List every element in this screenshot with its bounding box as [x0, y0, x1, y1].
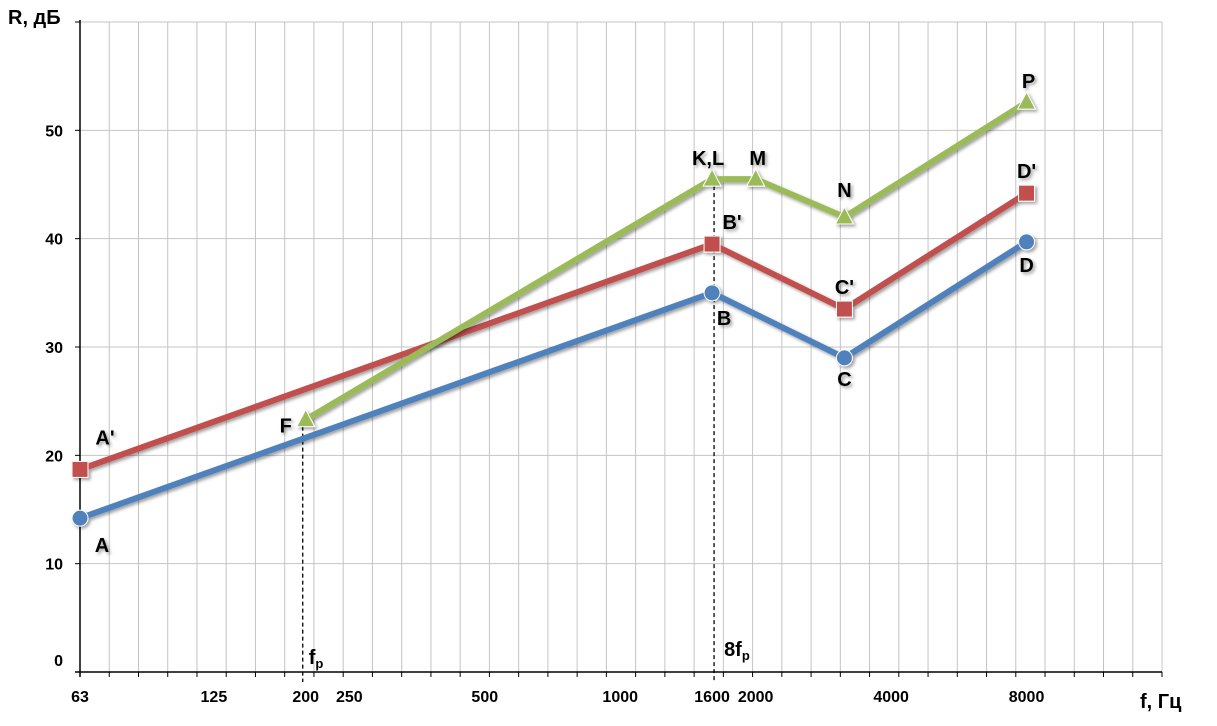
series-line [77, 190, 1030, 473]
frequency-annotation: 8fр [724, 639, 750, 663]
x-tick-label: 2000 [738, 689, 774, 706]
data-point-circle [1018, 233, 1036, 251]
data-point-square [835, 300, 853, 318]
x-tick-label: 125 [201, 689, 228, 706]
data-point-label: K,L [692, 148, 724, 170]
x-tick-label: 1600 [694, 689, 730, 706]
data-point-label: F [280, 416, 292, 438]
data-point-triangle [702, 168, 722, 187]
data-point-triangle [834, 205, 855, 225]
data-point-circle [71, 509, 89, 527]
data-point-square [703, 235, 721, 253]
data-point-circle [703, 284, 721, 302]
data-point-square [71, 460, 89, 478]
x-tick-label: 500 [471, 689, 498, 706]
x-tick-label: 63 [71, 689, 89, 706]
series-1 [71, 233, 1036, 527]
y-tick-label: 30 [45, 340, 63, 357]
data-point-label: M [749, 148, 766, 170]
x-tick-label: 200 [292, 689, 319, 706]
x-tick-label: 1000 [602, 689, 638, 706]
frequency-annotation: fр [309, 647, 324, 671]
data-point-label: N [837, 180, 851, 202]
series-3 [295, 91, 1037, 428]
series [71, 91, 1037, 527]
y-tick-label: 50 [45, 123, 63, 140]
y-tick-label: 10 [45, 557, 63, 574]
x-tick-label: 250 [336, 689, 363, 706]
data-point-label: B [717, 308, 731, 330]
y-tick-label: 40 [45, 232, 63, 249]
data-point-square [1018, 184, 1036, 202]
data-point-label: A' [95, 427, 114, 449]
axes [75, 20, 1163, 677]
grid [80, 21, 1163, 672]
data-point-circle [835, 349, 853, 367]
data-point-label: C [837, 369, 851, 391]
data-point-label: C' [835, 277, 854, 299]
data-point-label: D [1019, 255, 1033, 277]
point-labels: A B C D A' B' C' D' F K,L M N P [95, 71, 1036, 557]
series-line [77, 238, 1030, 522]
x-tick-label: 8000 [1009, 689, 1045, 706]
data-point-label: P [1022, 71, 1035, 93]
data-point-label: A [95, 535, 109, 557]
tick-labels: 0 10 20 30 40 50 63 125 200 250 500 1000 1600 2000 400… [45, 123, 1044, 706]
data-point-triangle [295, 408, 316, 428]
x-tick-label: 4000 [873, 689, 909, 706]
y-tick-label: 0 [54, 653, 63, 670]
data-point-label: B' [722, 212, 741, 234]
y-tick-label: 20 [45, 448, 63, 465]
data-point-label: D' [1017, 161, 1036, 183]
data-point-triangle [1016, 91, 1037, 110]
series-2 [71, 184, 1036, 478]
y-axis-title: R, дБ [8, 7, 61, 29]
x-axis-title: f, Гц [1140, 691, 1182, 713]
data-point-triangle [745, 168, 766, 187]
